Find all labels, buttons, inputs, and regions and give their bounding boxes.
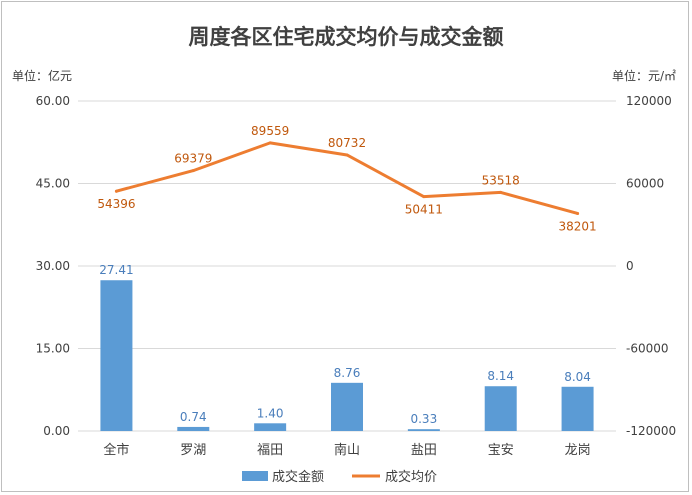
line-data-label: 69379 [174,152,212,166]
line-data-label: 89559 [251,124,289,138]
right-tick-label: -120000 [626,424,676,438]
bar [407,429,440,431]
bar-data-label: 0.74 [180,410,207,424]
line-point [114,189,118,193]
category-label: 龙岗 [565,443,591,458]
line-data-label: 38201 [558,219,596,233]
line-point [499,190,503,194]
line-series [114,141,580,215]
line-point [268,141,272,145]
left-tick-label: 30.00 [36,259,70,273]
legend: 成交金额 成交均价 [242,469,437,485]
line-point [191,169,195,173]
bar [484,386,517,431]
left-axis-unit: 单位：亿元 [12,68,72,83]
bar [177,426,210,431]
chart-title: 周度各区住宅成交均价与成交金额 [189,24,504,49]
bar-data-label: 8.14 [487,369,514,383]
category-label: 盐田 [411,443,437,458]
line-point [345,153,349,157]
left-tick-label: 15.00 [36,342,70,356]
legend-bar-swatch [242,471,268,481]
bar-series [100,280,594,431]
gridlines [78,100,616,432]
category-label: 全市 [103,442,129,458]
line-data-label: 54396 [97,197,135,211]
data-labels: 27.41 0.74 1.40 8.76 0.33 8.14 8.04 54396 69379 8… [97,124,596,426]
legend-line-label: 成交均价 [385,469,437,485]
line-data-label: 80732 [328,136,366,150]
category-label: 宝安 [488,443,514,458]
bar-data-label: 8.04 [564,370,591,384]
left-tick-label: 60.00 [36,94,70,108]
bar [331,382,363,431]
left-tick-label: 45.00 [36,177,70,191]
bar [100,280,133,431]
right-tick-label: 120000 [626,94,672,108]
right-tick-label: 0 [626,259,634,273]
category-label: 罗湖 [180,443,206,458]
line-data-label: 53518 [482,173,520,187]
category-label: 福田 [257,443,283,458]
line-point [576,211,580,215]
bar-data-label: 27.41 [99,263,133,277]
right-tick-label: 60000 [626,177,664,191]
bar-data-label: 1.40 [257,406,284,420]
bar [254,423,287,431]
category-label: 南山 [334,442,360,458]
legend-bar-label: 成交金额 [272,469,324,485]
left-tick-label: 0.00 [43,424,70,438]
axis-ticks: 0.00 15.00 30.00 45.00 60.00 -120000 -60000 0 60… [36,94,677,458]
line-data-label: 50411 [405,203,443,217]
line-point [422,195,426,199]
bar-data-label: 0.33 [410,412,437,426]
right-tick-label: -60000 [626,342,669,356]
right-axis-unit: 单位：元/㎡ [612,68,676,83]
bar [561,386,594,431]
bar-data-label: 8.76 [334,366,361,380]
